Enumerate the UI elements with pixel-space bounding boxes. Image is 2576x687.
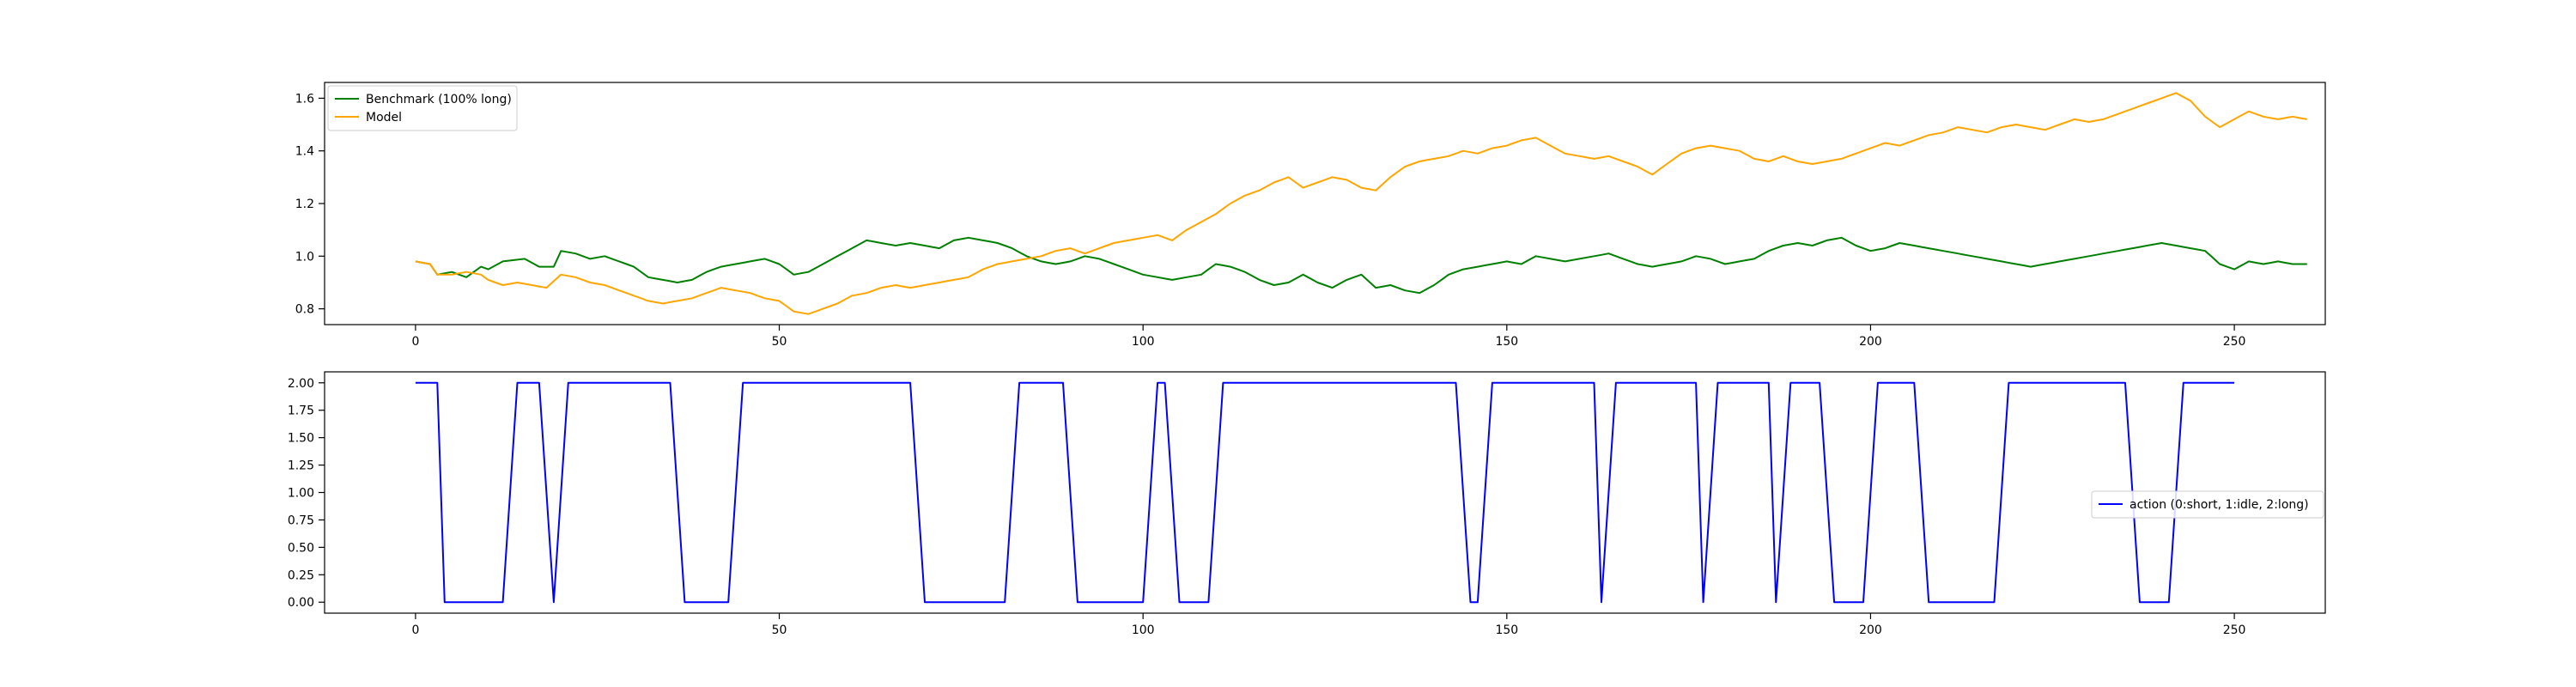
y-tick-label: 1.2 (295, 198, 314, 211)
legend-label: Benchmark (100% long) (366, 93, 512, 106)
y-tick-label: 1.50 (288, 432, 314, 446)
x-tick-label: 250 (2223, 623, 2246, 637)
legend-label: action (0:short, 1:idle, 2:long) (2129, 498, 2309, 512)
x-tick-label: 0 (411, 623, 419, 637)
top-chart-panel: 0 50 100 150 200 250 0.8 1.0 1.2 1.4 1.6 Benchmark … (295, 82, 2326, 349)
x-tick-label: 100 (1132, 335, 1155, 349)
x-tick-label: 150 (1495, 623, 1518, 637)
x-tick-label: 250 (2223, 335, 2246, 349)
x-tick-label: 200 (1859, 335, 1882, 349)
y-tick-label: 0.75 (288, 514, 314, 527)
x-tick-label: 100 (1132, 623, 1155, 637)
y-tick-label: 1.00 (288, 487, 314, 501)
x-tick-label: 150 (1495, 335, 1518, 349)
x-tick-label: 200 (1859, 623, 1882, 637)
y-tick-label: 2.00 (288, 377, 314, 391)
y-tick-label: 0.8 (295, 303, 314, 317)
x-tick-label: 50 (772, 623, 787, 637)
axes-frame (324, 371, 2326, 614)
legend: action (0:short, 1:idle, 2:long) (2091, 490, 2324, 519)
y-tick-label: 1.0 (295, 250, 314, 264)
series-line-benchmark-100-long (415, 236, 2307, 295)
x-tick-label: 0 (411, 335, 419, 349)
y-tick-label: 0.00 (288, 596, 314, 610)
y-tick-label: 1.4 (295, 145, 314, 159)
y-tick-label: 1.6 (295, 92, 314, 106)
legend: Benchmark (100% long) Model (327, 85, 518, 131)
legend-label: Model (366, 111, 402, 125)
legend-box (327, 85, 518, 131)
x-tick-label: 50 (772, 335, 787, 349)
bottom-chart-panel: 0 50 100 150 200 250 0.00 0.25 0.50 0.75 1.00 1.25 1… (288, 371, 2326, 637)
series-line-action-0-short-1-idle-2-long (415, 381, 2235, 604)
y-tick-label: 1.25 (288, 459, 314, 473)
series-line-model (415, 92, 2307, 315)
y-tick-label: 1.75 (288, 404, 314, 418)
y-tick-label: 0.25 (288, 568, 314, 582)
axes-frame (324, 82, 2326, 325)
y-tick-label: 0.50 (288, 541, 314, 555)
legend-box (2091, 490, 2324, 519)
